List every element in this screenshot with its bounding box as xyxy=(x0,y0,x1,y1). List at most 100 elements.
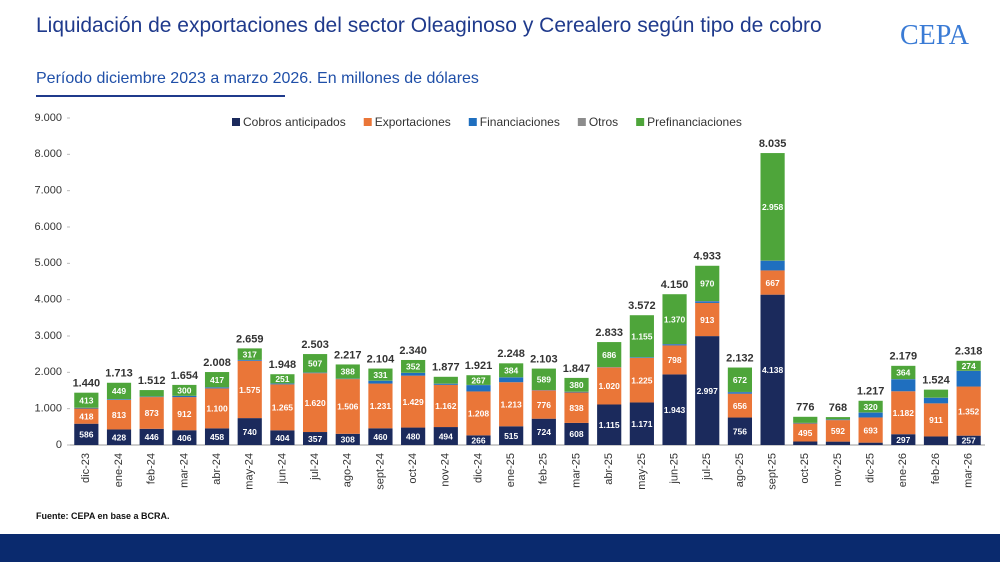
segment-label: 274 xyxy=(962,361,976,371)
legend-swatch xyxy=(363,118,372,126)
y-tick-label: 7.000 xyxy=(34,185,62,197)
total-label: 1.713 xyxy=(105,368,133,380)
total-label: 4.933 xyxy=(693,251,721,263)
bar-segment xyxy=(499,377,524,383)
bar-segment xyxy=(401,375,426,428)
bar-segment xyxy=(727,417,753,445)
segment-label: 4.138 xyxy=(762,365,784,375)
bar-segment xyxy=(335,433,360,445)
total-label: 2.248 xyxy=(497,348,525,360)
segment-label: 495 xyxy=(798,428,812,438)
bar-segment xyxy=(695,301,720,303)
segment-label: 320 xyxy=(864,402,878,412)
bar-segment xyxy=(204,387,230,389)
bar-segment xyxy=(923,436,949,445)
segment-label: 267 xyxy=(471,375,485,385)
legend-label: Prefinanciaciones xyxy=(647,115,742,129)
x-tick-label: ago-25 xyxy=(734,453,746,487)
bar-segment xyxy=(466,435,491,445)
bar-segment xyxy=(368,383,393,429)
bar-segment xyxy=(727,392,753,394)
bar-segment xyxy=(302,373,328,433)
bar-segment xyxy=(891,391,916,435)
segment-label: 1.225 xyxy=(631,375,653,385)
x-tick-label: mar-25 xyxy=(570,453,582,488)
bar-segment xyxy=(74,407,99,409)
x-tick-label: mar-24 xyxy=(178,453,190,488)
segment-label: 1.506 xyxy=(337,402,359,412)
x-tick-label: sept-24 xyxy=(374,453,386,490)
total-label: 2.217 xyxy=(334,349,362,361)
x-tick-label: may-25 xyxy=(636,453,648,490)
bar-segment xyxy=(139,428,164,445)
x-tick-label: nov-25 xyxy=(832,453,844,487)
legend-swatch xyxy=(468,118,477,126)
segment-label: 507 xyxy=(308,359,322,369)
chart-title: Liquidación de exportaciones del sector … xyxy=(36,14,822,37)
total-label: 2.103 xyxy=(530,353,558,365)
bar-segment xyxy=(662,294,687,344)
bar-segment xyxy=(204,428,230,445)
x-tick-label: abr-24 xyxy=(211,453,223,485)
bar-segment xyxy=(237,360,262,419)
segment-label: 1.162 xyxy=(435,401,457,411)
legend-label: Cobros anticipados xyxy=(243,115,346,129)
segment-label: 388 xyxy=(341,367,355,377)
bar-segment xyxy=(858,442,883,445)
bar-segment xyxy=(662,344,687,346)
bar-segment xyxy=(466,391,491,436)
segment-label: 404 xyxy=(275,433,289,443)
segment-label: 428 xyxy=(112,432,126,442)
bar-segment xyxy=(499,426,524,445)
bar-segment xyxy=(858,417,883,443)
bar-segment xyxy=(531,418,556,445)
x-tick-label: may-24 xyxy=(244,453,256,490)
segment-label: 364 xyxy=(896,368,910,378)
bar-segment xyxy=(891,365,916,380)
bar-segment xyxy=(793,423,818,442)
bar-segment xyxy=(564,392,589,423)
bar-segment xyxy=(74,423,99,445)
segment-label: 460 xyxy=(373,432,387,442)
bar-segment xyxy=(793,416,818,423)
footer-band xyxy=(0,534,1000,562)
segment-label: 300 xyxy=(177,386,191,396)
bar-segment xyxy=(956,435,981,445)
x-tick-label: ene-24 xyxy=(113,453,125,487)
x-tick-label: feb-26 xyxy=(930,453,942,484)
x-tick-label: jun-24 xyxy=(276,453,288,485)
segment-label: 417 xyxy=(210,375,224,385)
segment-label: 406 xyxy=(177,433,191,443)
bar-segment xyxy=(564,377,589,392)
segment-label: 656 xyxy=(733,401,747,411)
segment-label: 1.231 xyxy=(370,401,392,411)
segment-label: 970 xyxy=(700,279,714,289)
bar-segment xyxy=(368,380,393,384)
bar-segment xyxy=(695,302,720,337)
bar-segment xyxy=(368,428,393,445)
segment-label: 308 xyxy=(341,435,355,445)
segment-label: 776 xyxy=(537,400,551,410)
bar-segment xyxy=(172,395,197,398)
bar-segment xyxy=(401,372,426,376)
segment-label: 813 xyxy=(112,410,126,420)
segment-label: 740 xyxy=(243,427,257,437)
source-note: Fuente: CEPA en base a BCRA. xyxy=(36,511,170,521)
bar-segment xyxy=(923,397,949,404)
total-label: 776 xyxy=(796,402,814,414)
bar-segment xyxy=(433,383,458,385)
total-label: 1.921 xyxy=(465,360,493,372)
total-label: 1.512 xyxy=(138,375,166,387)
y-tick-label: 2.000 xyxy=(34,366,62,378)
x-tick-label: ene-25 xyxy=(505,453,517,487)
y-tick-label: 4.000 xyxy=(34,294,62,306)
segment-label: 608 xyxy=(569,429,583,439)
legend-swatch xyxy=(636,118,645,126)
x-tick-label: jun-25 xyxy=(668,453,680,485)
bar-segment xyxy=(270,430,295,445)
bar-segment xyxy=(74,408,99,424)
bar-segment xyxy=(270,383,295,385)
bar-segment xyxy=(204,388,230,429)
bar-segment xyxy=(368,368,393,381)
total-label: 2.179 xyxy=(890,351,918,363)
